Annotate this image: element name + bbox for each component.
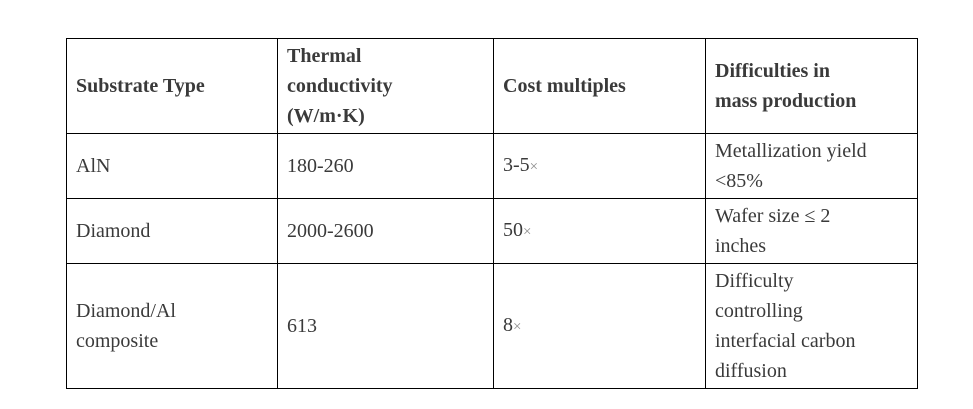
table-row-diamond-al-composite: Diamond/Al composite 613 8× Difficulty c… <box>66 263 918 389</box>
cell-substrate-type: Diamond/Al composite <box>66 263 278 389</box>
cost-value: 8 <box>503 314 513 336</box>
thermal-conductivity-value: 2000-2600 <box>287 220 374 242</box>
substrate-type-value: Diamond <box>76 220 151 242</box>
cell-thermal-conductivity: 613 <box>277 263 494 389</box>
header-cell-cost-multiples: Cost multiples <box>493 38 706 134</box>
header-label: Cost multiples <box>503 75 626 97</box>
cell-thermal-conductivity: 2000-2600 <box>277 198 494 264</box>
table-header-row: Substrate Type Thermal conductivity (W/m… <box>66 38 918 134</box>
cell-cost-multiples: 3-5× <box>493 133 706 199</box>
cell-difficulty: Difficulty controlling interfacial carbo… <box>705 263 918 389</box>
cell-substrate-type: AlN <box>66 133 278 199</box>
header-label: Substrate Type <box>76 75 205 97</box>
cell-difficulty: Metallization yield <85% <box>705 133 918 199</box>
cell-difficulty: Wafer size ≤ 2 inches <box>705 198 918 264</box>
substrate-type-value: Diamond/Al composite <box>76 300 176 352</box>
substrate-type-value: AlN <box>76 155 111 177</box>
header-cell-difficulties: Difficulties in mass production <box>705 38 918 134</box>
cell-substrate-type: Diamond <box>66 198 278 264</box>
cost-value: 3-5 <box>503 154 530 176</box>
difficulty-value: Metallization yield <85% <box>715 140 867 192</box>
times-symbol: × <box>529 159 539 175</box>
cell-thermal-conductivity: 180-260 <box>277 133 494 199</box>
table-row-aln: AlN 180-260 3-5× Metallization yield <85… <box>66 133 918 199</box>
cost-value: 50 <box>503 219 523 241</box>
difficulty-value: Difficulty controlling interfacial carbo… <box>715 270 856 382</box>
times-symbol: × <box>523 224 532 240</box>
thermal-conductivity-value: 180-260 <box>287 155 354 177</box>
table-row-diamond: Diamond 2000-2600 50× Wafer size ≤ 2 inc… <box>66 198 918 264</box>
header-label: Thermal conductivity (W/m·K) <box>287 45 393 127</box>
substrate-comparison-table: Substrate Type Thermal conductivity (W/m… <box>66 38 918 389</box>
header-cell-thermal-conductivity: Thermal conductivity (W/m·K) <box>277 38 494 134</box>
thermal-conductivity-value: 613 <box>287 315 317 337</box>
times-symbol: × <box>513 319 522 335</box>
header-label: Difficulties in mass production <box>715 60 857 112</box>
header-cell-substrate-type: Substrate Type <box>66 38 278 134</box>
difficulty-value: Wafer size ≤ 2 inches <box>715 205 831 257</box>
cell-cost-multiples: 8× <box>493 263 706 389</box>
cell-cost-multiples: 50× <box>493 198 706 264</box>
